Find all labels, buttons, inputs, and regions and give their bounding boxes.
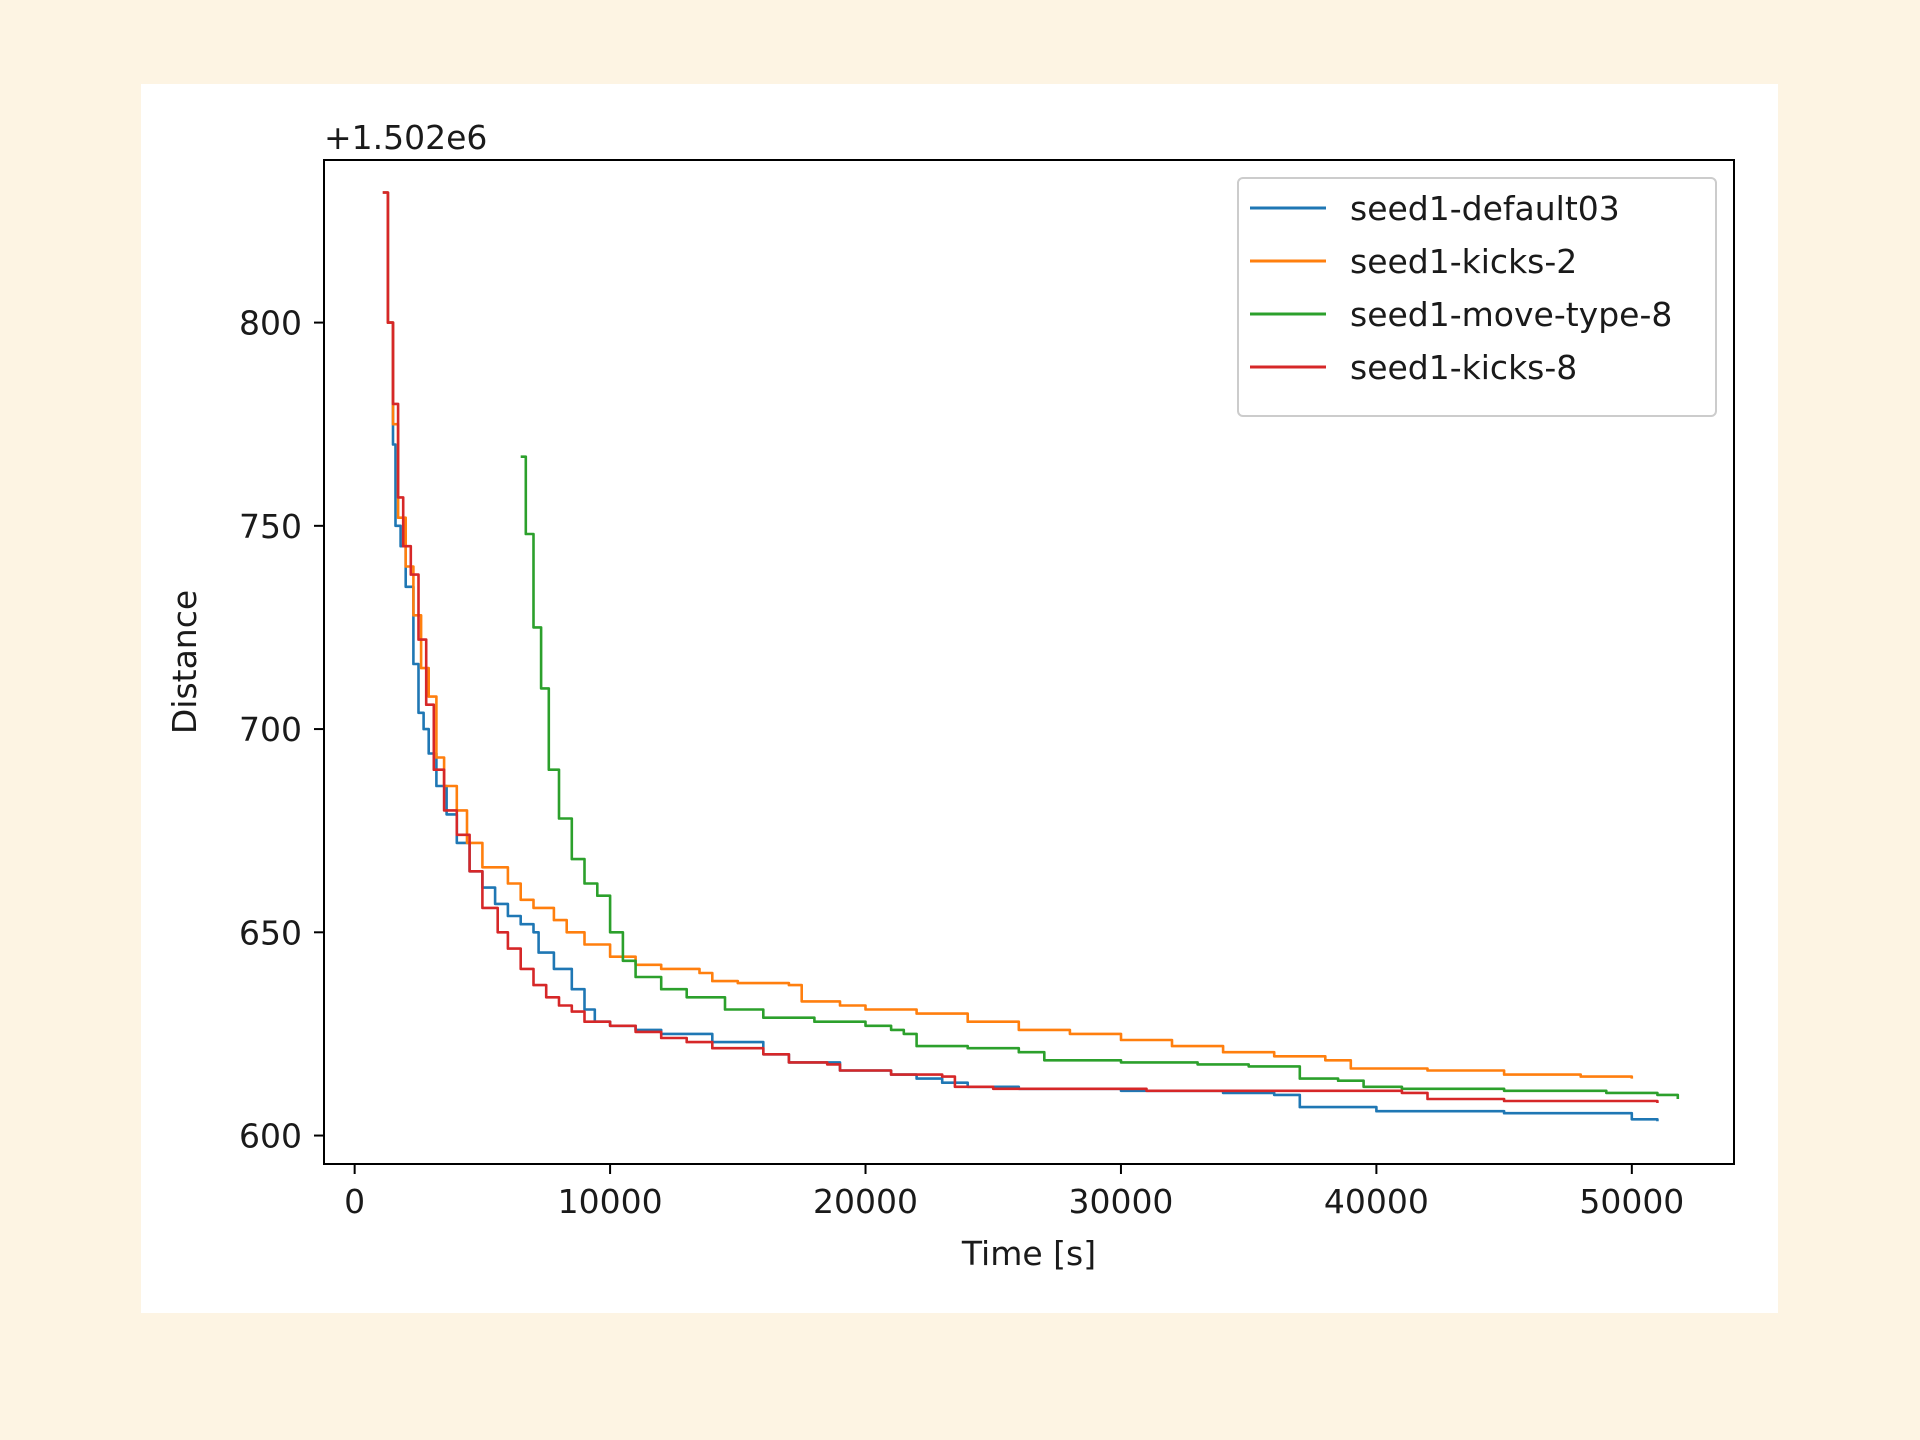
y-tick-label: 700 xyxy=(239,710,302,749)
axis-offset-label: +1.502e6 xyxy=(324,118,487,157)
legend-box xyxy=(1237,177,1717,417)
y-tick-label: 800 xyxy=(239,304,302,343)
legend-label: seed1-default03 xyxy=(1350,189,1620,228)
legend-label: seed1-move-type-8 xyxy=(1350,295,1672,334)
y-tick-label: 650 xyxy=(239,913,302,952)
series-layer xyxy=(382,191,1680,1122)
legend-label: seed1-kicks-8 xyxy=(1350,348,1577,387)
x-axis-ticks: 0 10000 20000 30000 40000 50000 xyxy=(344,1164,1684,1221)
x-tick-label: 40000 xyxy=(1324,1182,1429,1221)
x-tick-label: 10000 xyxy=(558,1182,663,1221)
x-axis-label: Time [s] xyxy=(961,1234,1096,1273)
series-line-2 xyxy=(382,191,1634,1079)
line-chart: 0 10000 20000 30000 40000 50000 600 650 700 750 8… xyxy=(165,118,1735,1273)
y-axis-label: Distance xyxy=(165,590,204,734)
x-tick-label: 20000 xyxy=(813,1182,918,1221)
plot-frame xyxy=(323,159,1735,1165)
x-tick-label: 50000 xyxy=(1579,1182,1684,1221)
legend-label: seed1-kicks-2 xyxy=(1350,242,1577,281)
legend: seed1-default03 seed1-kicks-2 seed1-move-t… xyxy=(1237,177,1717,417)
x-tick-label: 0 xyxy=(344,1182,365,1221)
y-tick-label: 750 xyxy=(239,507,302,546)
series-line-4 xyxy=(382,191,1659,1103)
y-axis-ticks: 600 650 700 750 800 xyxy=(239,304,324,1156)
figure-card: 0 10000 20000 30000 40000 50000 600 650 700 750 8… xyxy=(141,84,1778,1313)
y-tick-label: 600 xyxy=(239,1117,302,1156)
series-line-3 xyxy=(520,455,1680,1099)
x-tick-label: 30000 xyxy=(1068,1182,1173,1221)
